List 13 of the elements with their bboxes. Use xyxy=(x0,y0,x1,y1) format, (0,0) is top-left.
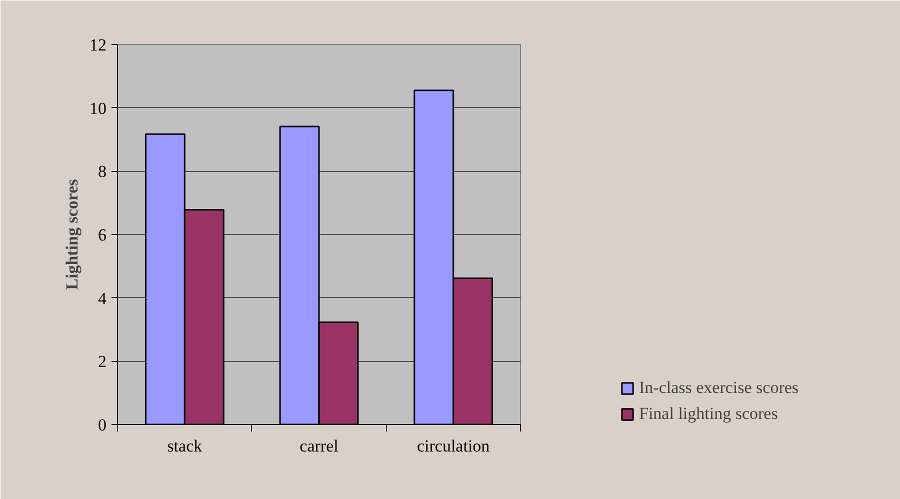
y-tick-label: 2 xyxy=(98,352,106,372)
y-tick-label: 4 xyxy=(98,288,107,308)
x-tick-label: circulation xyxy=(416,436,490,456)
y-axis-title: Lighting scores xyxy=(62,178,82,290)
y-tick-label: 8 xyxy=(98,162,106,182)
y-tick-label: 0 xyxy=(98,416,106,434)
y-tick-label: 6 xyxy=(98,226,106,244)
y-tick-label: 12 xyxy=(90,36,106,54)
x-tick-label: stack xyxy=(167,436,203,456)
x-tick-label: carrel xyxy=(300,436,339,456)
y-tick-label: 10 xyxy=(90,98,106,118)
legend-label: In-class exercise scores xyxy=(639,378,799,398)
legend-label: Final lighting scores xyxy=(639,404,778,424)
